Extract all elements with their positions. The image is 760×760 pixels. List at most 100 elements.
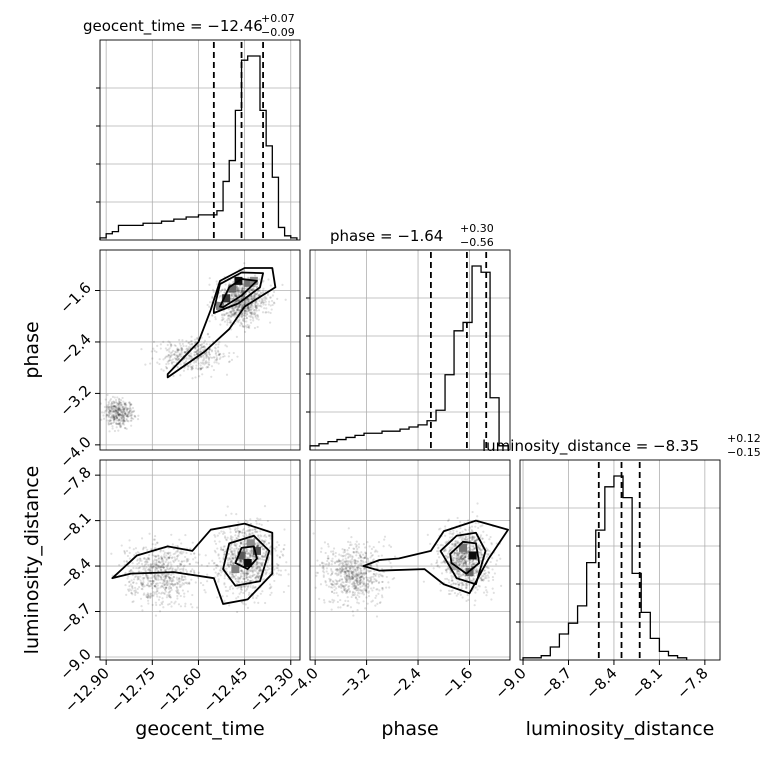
- sample-point: [263, 555, 266, 558]
- sample-point: [136, 558, 140, 561]
- sample-point: [456, 580, 459, 584]
- sample-point: [250, 297, 253, 300]
- sample-point: [228, 317, 231, 320]
- sample-point: [194, 350, 197, 354]
- sample-point: [171, 358, 175, 361]
- sample-point: [114, 405, 117, 409]
- sample-point: [180, 542, 183, 545]
- sample-point: [355, 574, 359, 577]
- sample-point: [231, 312, 235, 315]
- sample-point: [355, 562, 358, 565]
- sample-point: [224, 536, 227, 539]
- sample-point: [117, 410, 120, 413]
- sample-point: [469, 559, 472, 562]
- sample-point: [355, 566, 358, 569]
- sample-point: [232, 297, 236, 300]
- sample-point: [391, 577, 394, 581]
- sample-point: [267, 311, 270, 314]
- sample-point: [169, 554, 172, 557]
- sample-point: [251, 579, 254, 582]
- sample-point: [239, 588, 243, 591]
- sample-point: [353, 585, 356, 588]
- sample-point: [204, 591, 207, 594]
- sample-point: [471, 538, 474, 541]
- sample-point: [126, 419, 129, 423]
- sample-point: [252, 288, 255, 291]
- sample-point: [242, 570, 245, 573]
- sample-point: [240, 290, 243, 294]
- sample-point: [272, 301, 276, 304]
- sample-point: [235, 597, 238, 600]
- sample-point: [179, 353, 182, 356]
- sample-point: [236, 308, 239, 311]
- sample-point: [230, 297, 233, 300]
- sample-point: [210, 350, 214, 353]
- sample-point: [225, 567, 228, 570]
- sample-point: [240, 289, 244, 292]
- sample-point: [360, 559, 363, 562]
- sample-point: [159, 561, 162, 564]
- sample-point: [146, 568, 150, 572]
- sample-point: [205, 354, 208, 357]
- sample-point: [328, 577, 331, 580]
- sample-point: [453, 554, 456, 557]
- sample-point: [257, 574, 261, 578]
- sample-point: [233, 551, 236, 555]
- sample-point: [235, 335, 238, 338]
- sample-point: [149, 582, 153, 585]
- sample-point: [118, 422, 121, 425]
- sample-point: [176, 597, 179, 600]
- sample-point: [253, 302, 257, 305]
- sample-point: [355, 540, 358, 543]
- sample-point: [347, 555, 350, 558]
- sample-point: [255, 306, 258, 309]
- sample-point: [241, 325, 244, 328]
- sample-point: [486, 574, 489, 577]
- sample-point: [146, 592, 149, 595]
- sample-point: [137, 567, 140, 570]
- sample-point: [119, 419, 122, 422]
- sample-point: [454, 545, 457, 548]
- sample-point: [139, 575, 142, 578]
- sample-point: [476, 502, 479, 505]
- sample-point: [478, 556, 481, 560]
- sample-point: [110, 402, 113, 405]
- sample-point: [116, 409, 119, 412]
- sample-point: [206, 332, 210, 336]
- sample-point: [125, 419, 128, 422]
- sample-point: [174, 583, 177, 586]
- sample-point: [192, 558, 195, 561]
- sample-point: [335, 591, 338, 594]
- sample-point: [159, 347, 162, 350]
- sample-point: [327, 564, 330, 567]
- sample-point: [112, 401, 116, 404]
- sample-point: [191, 377, 194, 380]
- sample-point: [177, 358, 180, 361]
- sample-point: [119, 412, 122, 415]
- sample-point: [353, 584, 356, 587]
- sample-point: [475, 567, 478, 570]
- sample-point: [262, 555, 265, 558]
- sample-point: [457, 575, 460, 578]
- sample-point: [265, 297, 268, 300]
- sample-point: [255, 561, 258, 564]
- sample-point: [460, 554, 463, 558]
- sample-point: [181, 582, 184, 585]
- sample-point: [263, 297, 267, 300]
- sample-point: [217, 350, 220, 353]
- sample-point: [132, 410, 135, 413]
- sample-point: [169, 594, 172, 597]
- sample-point: [168, 356, 171, 360]
- sample-point: [249, 570, 253, 573]
- sample-point: [126, 407, 129, 410]
- sample-point: [354, 561, 357, 565]
- sample-point: [471, 536, 474, 539]
- sample-point: [106, 405, 109, 409]
- sample-point: [482, 574, 485, 578]
- sample-point: [150, 576, 153, 579]
- sample-point: [368, 576, 371, 579]
- sample-point: [247, 572, 250, 576]
- sample-point: [353, 581, 356, 584]
- sample-point: [247, 325, 250, 329]
- sample-point: [116, 411, 119, 414]
